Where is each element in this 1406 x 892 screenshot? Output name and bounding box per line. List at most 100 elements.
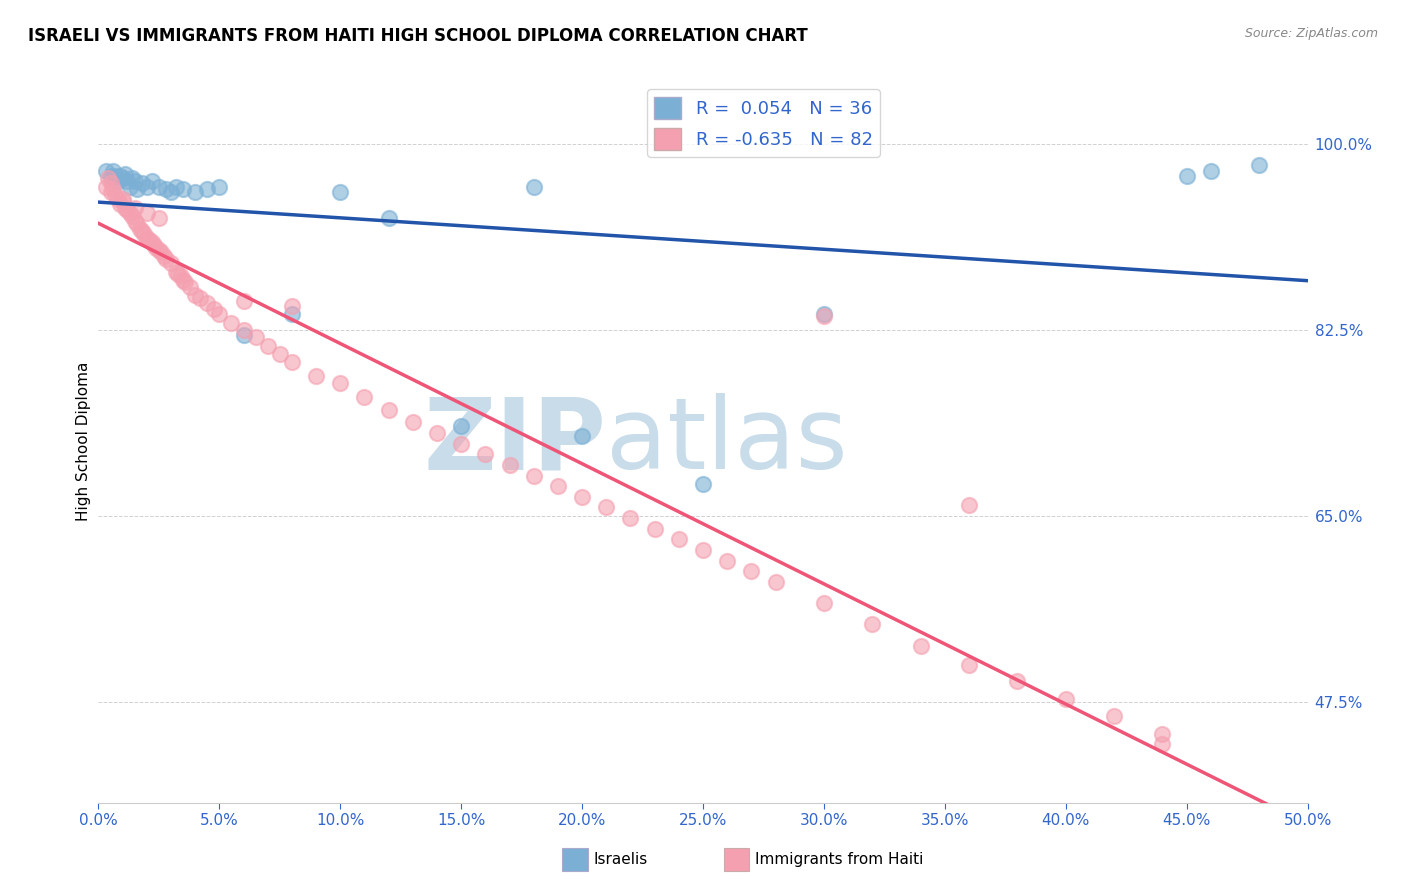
Point bbox=[114, 167, 136, 181]
Point bbox=[329, 376, 352, 390]
Point bbox=[619, 511, 641, 525]
Point bbox=[208, 179, 231, 194]
Point bbox=[179, 280, 201, 294]
Text: ISRAELI VS IMMIGRANTS FROM HAITI HIGH SCHOOL DIPLOMA CORRELATION CHART: ISRAELI VS IMMIGRANTS FROM HAITI HIGH SC… bbox=[28, 27, 808, 45]
Point bbox=[118, 179, 141, 194]
Point bbox=[131, 224, 153, 238]
Point bbox=[165, 179, 187, 194]
Point bbox=[104, 169, 127, 183]
Text: Israelis: Israelis bbox=[593, 853, 648, 867]
Text: atlas: atlas bbox=[606, 393, 848, 490]
Point bbox=[1007, 673, 1029, 688]
Point bbox=[94, 163, 117, 178]
Point bbox=[114, 201, 136, 215]
Point bbox=[143, 238, 166, 252]
Point bbox=[957, 498, 980, 512]
Point bbox=[281, 307, 304, 321]
Point bbox=[692, 543, 714, 558]
Point bbox=[232, 323, 254, 337]
Point bbox=[121, 171, 143, 186]
Point bbox=[450, 418, 472, 433]
Point bbox=[571, 490, 593, 504]
Point bbox=[100, 185, 122, 199]
Point bbox=[111, 171, 134, 186]
Point bbox=[101, 182, 124, 196]
Point bbox=[148, 179, 170, 194]
Point bbox=[1102, 708, 1125, 723]
Point bbox=[1152, 727, 1174, 741]
Point bbox=[128, 222, 150, 236]
Point bbox=[957, 657, 980, 672]
Point bbox=[117, 174, 139, 188]
Point bbox=[377, 211, 399, 226]
Point bbox=[94, 179, 117, 194]
Point bbox=[195, 296, 218, 310]
Point bbox=[1199, 163, 1222, 178]
Point bbox=[155, 252, 177, 266]
Point bbox=[107, 174, 129, 188]
Point bbox=[97, 171, 120, 186]
Point bbox=[124, 174, 146, 188]
Point bbox=[281, 355, 304, 369]
Point bbox=[174, 275, 197, 289]
Text: ZIP: ZIP bbox=[423, 393, 606, 490]
Point bbox=[740, 564, 762, 578]
Point bbox=[111, 192, 134, 206]
Point bbox=[353, 390, 375, 404]
Point bbox=[571, 429, 593, 443]
Point bbox=[195, 182, 218, 196]
Point bbox=[124, 201, 146, 215]
Point bbox=[127, 182, 149, 196]
Point bbox=[148, 211, 170, 226]
Point bbox=[1175, 169, 1198, 183]
Point bbox=[1152, 737, 1174, 751]
Point bbox=[644, 522, 666, 536]
Point bbox=[172, 273, 194, 287]
Point bbox=[377, 402, 399, 417]
Point bbox=[1054, 691, 1077, 706]
Point bbox=[910, 639, 932, 653]
Point bbox=[135, 230, 157, 244]
Point bbox=[167, 267, 190, 281]
Point bbox=[256, 339, 278, 353]
Point bbox=[474, 447, 496, 461]
Point bbox=[172, 182, 194, 196]
Point bbox=[150, 245, 173, 260]
Point bbox=[145, 241, 167, 255]
Point bbox=[305, 368, 328, 383]
Point bbox=[160, 185, 183, 199]
Point bbox=[100, 177, 122, 191]
Point bbox=[184, 288, 207, 302]
Point bbox=[1249, 158, 1271, 172]
Point bbox=[108, 169, 131, 183]
Point bbox=[232, 294, 254, 309]
Point bbox=[188, 291, 211, 305]
Point bbox=[269, 347, 291, 361]
Point bbox=[221, 316, 243, 330]
Point bbox=[104, 188, 127, 202]
Point bbox=[134, 227, 156, 242]
Point bbox=[107, 192, 129, 206]
Point bbox=[765, 574, 787, 589]
Text: Source: ZipAtlas.com: Source: ZipAtlas.com bbox=[1244, 27, 1378, 40]
Point bbox=[245, 330, 267, 344]
Point bbox=[169, 268, 191, 283]
Text: Immigrants from Haiti: Immigrants from Haiti bbox=[755, 853, 924, 867]
Legend: R =  0.054   N = 36, R = -0.635   N = 82: R = 0.054 N = 36, R = -0.635 N = 82 bbox=[647, 89, 880, 157]
Point bbox=[813, 596, 835, 610]
Point bbox=[813, 309, 835, 323]
Point bbox=[523, 179, 546, 194]
Point bbox=[204, 301, 226, 316]
Point bbox=[118, 206, 141, 220]
Point bbox=[135, 206, 157, 220]
Point bbox=[523, 468, 546, 483]
Point bbox=[121, 209, 143, 223]
Point bbox=[141, 174, 163, 188]
Point bbox=[232, 328, 254, 343]
Y-axis label: High School Diploma: High School Diploma bbox=[76, 362, 91, 521]
Point bbox=[155, 182, 177, 196]
Point bbox=[860, 617, 883, 632]
Point bbox=[184, 185, 207, 199]
Point bbox=[426, 425, 449, 440]
Point bbox=[135, 179, 157, 194]
